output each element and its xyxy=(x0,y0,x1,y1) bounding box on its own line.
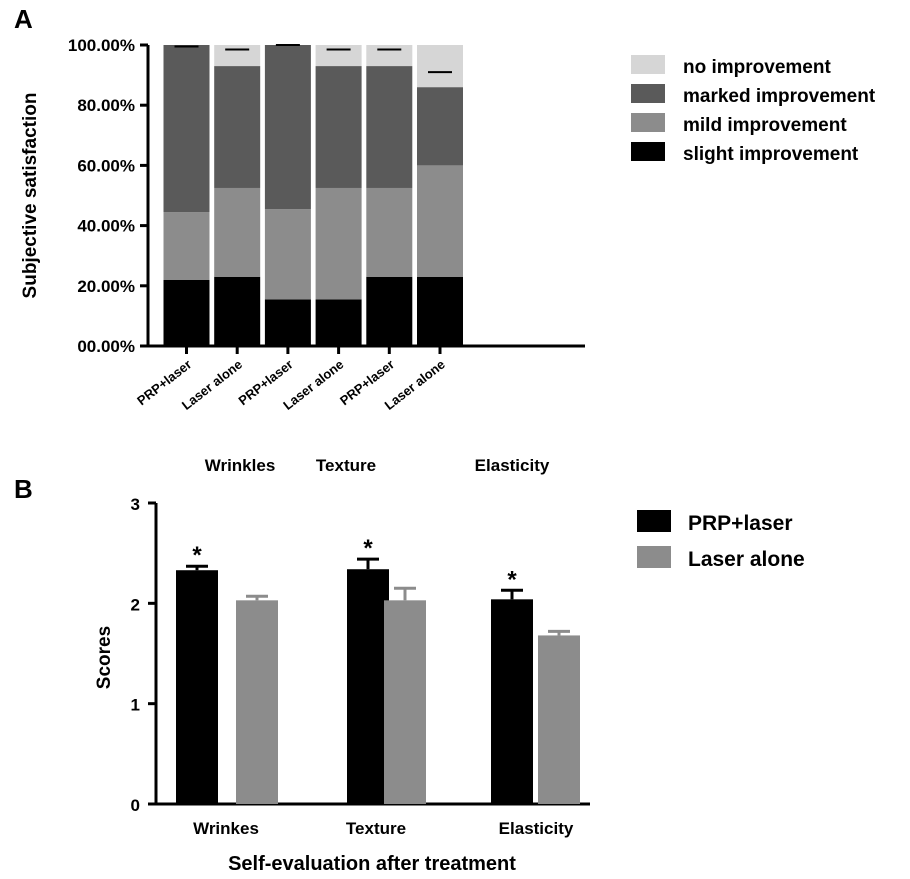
bar-segment-marked-improvement xyxy=(214,66,261,188)
bar-segment-mild-improvement xyxy=(366,187,413,277)
legend-swatch xyxy=(631,84,665,103)
legend-swatch xyxy=(631,113,665,132)
bar-segment-no-improvement xyxy=(366,45,413,67)
legend-label: PRP+laser xyxy=(688,512,793,535)
significance-star: * xyxy=(192,542,202,569)
y-tick-label: 3 xyxy=(131,495,140,514)
panel-b-chart: 0 1 2 3 Scores * * * Wrinkes Texture Elasticity Sel… xyxy=(94,495,805,875)
legend-label: no improvement xyxy=(683,57,831,78)
legend-label: marked improvement xyxy=(683,86,876,107)
legend-swatch xyxy=(631,55,665,74)
bar-segment-no-improvement xyxy=(315,45,362,67)
bar-segment-slight-improvement xyxy=(214,276,261,346)
bar-segment-no-improvement xyxy=(417,45,463,88)
bar-segment-mild-improvement xyxy=(417,165,463,277)
panel-b-letter: B xyxy=(14,474,33,504)
group-label: Wrinkles xyxy=(205,456,276,475)
y-tick-label: 100.00% xyxy=(68,36,135,55)
y-axis-label: Scores xyxy=(94,626,115,689)
bar-laser-alone xyxy=(384,600,426,804)
bar-segment-mild-improvement xyxy=(214,187,261,277)
bar-segment-marked-improvement xyxy=(366,66,413,188)
y-tick-label: 0 xyxy=(131,796,140,815)
significance-star: * xyxy=(363,535,373,562)
panel-a-letter: A xyxy=(14,4,33,34)
legend-swatch xyxy=(637,510,671,532)
bar-segment-slight-improvement xyxy=(315,299,362,346)
bar-segment-marked-improvement xyxy=(264,45,311,210)
x-category-label: Elasticity xyxy=(499,819,574,838)
bar-segment-marked-improvement xyxy=(315,66,362,188)
y-tick-label: 60.00% xyxy=(77,156,135,175)
bar-segment-mild-improvement xyxy=(163,212,210,280)
group-label: Texture xyxy=(316,456,376,475)
y-axis-label: Subjective satisfaction xyxy=(20,93,41,299)
x-category-label: Wrinkes xyxy=(193,819,259,838)
bar-segment-mild-improvement xyxy=(315,187,362,300)
bar-segment-slight-improvement xyxy=(163,279,210,346)
x-axis-label: Self-evaluation after treatment xyxy=(228,853,516,875)
bar-laser-alone xyxy=(236,600,278,804)
bar-segment-no-improvement xyxy=(214,45,261,67)
legend-label: mild improvement xyxy=(683,115,847,136)
panel-a-chart: 00.00% 20.00% 40.00% 60.00% 80.00% 100.00% Sub… xyxy=(20,36,876,475)
y-tick-label: 20.00% xyxy=(77,277,135,296)
y-tick-label: 1 xyxy=(131,696,140,715)
significance-star: * xyxy=(507,566,517,593)
legend-swatch xyxy=(637,546,671,568)
y-tick-label: 80.00% xyxy=(77,96,135,115)
legend-swatch xyxy=(631,142,665,161)
bar-prp-laser xyxy=(347,569,389,804)
bar-segment-slight-improvement xyxy=(366,276,413,346)
bar-segment-marked-improvement xyxy=(163,45,210,213)
bar-segment-slight-improvement xyxy=(417,276,463,346)
group-label: Elasticity xyxy=(475,456,550,475)
bar-segment-mild-improvement xyxy=(264,209,311,300)
x-category-label: Texture xyxy=(346,819,406,838)
legend-label: slight improvement xyxy=(683,144,859,165)
y-tick-label: 00.00% xyxy=(77,337,135,356)
bar-prp-laser xyxy=(176,570,218,804)
bar-laser-alone xyxy=(538,635,580,804)
legend-label: Laser alone xyxy=(688,548,805,571)
bar-prp-laser xyxy=(491,599,533,804)
bar-segment-marked-improvement xyxy=(417,87,463,166)
y-tick-label: 2 xyxy=(131,595,140,614)
bar-segment-slight-improvement xyxy=(264,299,311,346)
y-tick-label: 40.00% xyxy=(77,217,135,236)
